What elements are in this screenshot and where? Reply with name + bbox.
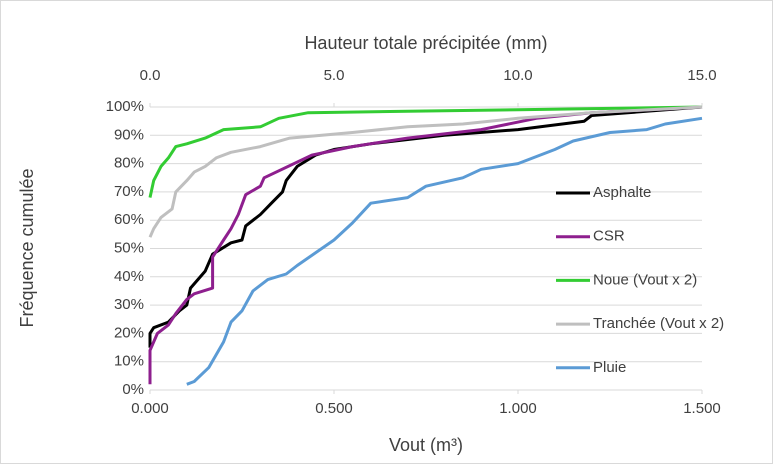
y-tick-label: 70%: [114, 183, 144, 200]
series-line: [148, 105, 703, 238]
x2-tick-label: 10.0: [503, 67, 532, 84]
y-tick-label: 60%: [114, 211, 144, 228]
y-tick-label: 90%: [114, 126, 144, 143]
y-tick-label: 100%: [106, 98, 144, 115]
series-line: [186, 116, 703, 386]
y-tick-label: 30%: [114, 296, 144, 313]
series-line: [148, 105, 703, 198]
y-tick-label: 0%: [122, 381, 144, 398]
x2-tick-label: 0.0: [140, 67, 161, 84]
legend-label: Noue (Vout x 2): [593, 271, 697, 288]
y-tick-label: 10%: [114, 353, 144, 370]
y-axis-title: Fréquence cumulée: [17, 168, 37, 327]
x-tick-label: 0.000: [131, 400, 169, 417]
top-axis-title: Hauteur totale précipitée (mm): [304, 33, 547, 53]
y-tick-label: 50%: [114, 239, 144, 256]
legend-label: Tranchée (Vout x 2): [593, 315, 724, 332]
x-tick-label: 1.000: [499, 400, 537, 417]
legend-label: Asphalte: [593, 184, 651, 201]
x2-tick-label: 15.0: [687, 67, 716, 84]
x-tick-label: 1.500: [683, 400, 721, 417]
x2-tick-label: 5.0: [324, 67, 345, 84]
legend-label: Pluie: [593, 359, 626, 376]
y-tick-label: 40%: [114, 268, 144, 285]
legend-label: CSR: [593, 228, 625, 245]
y-tick-label: 20%: [114, 324, 144, 341]
x-axis-title: Vout (m³): [389, 435, 463, 455]
x-tick-label: 0.500: [315, 400, 353, 417]
series-line: [148, 105, 703, 385]
y-tick-label: 80%: [114, 155, 144, 172]
